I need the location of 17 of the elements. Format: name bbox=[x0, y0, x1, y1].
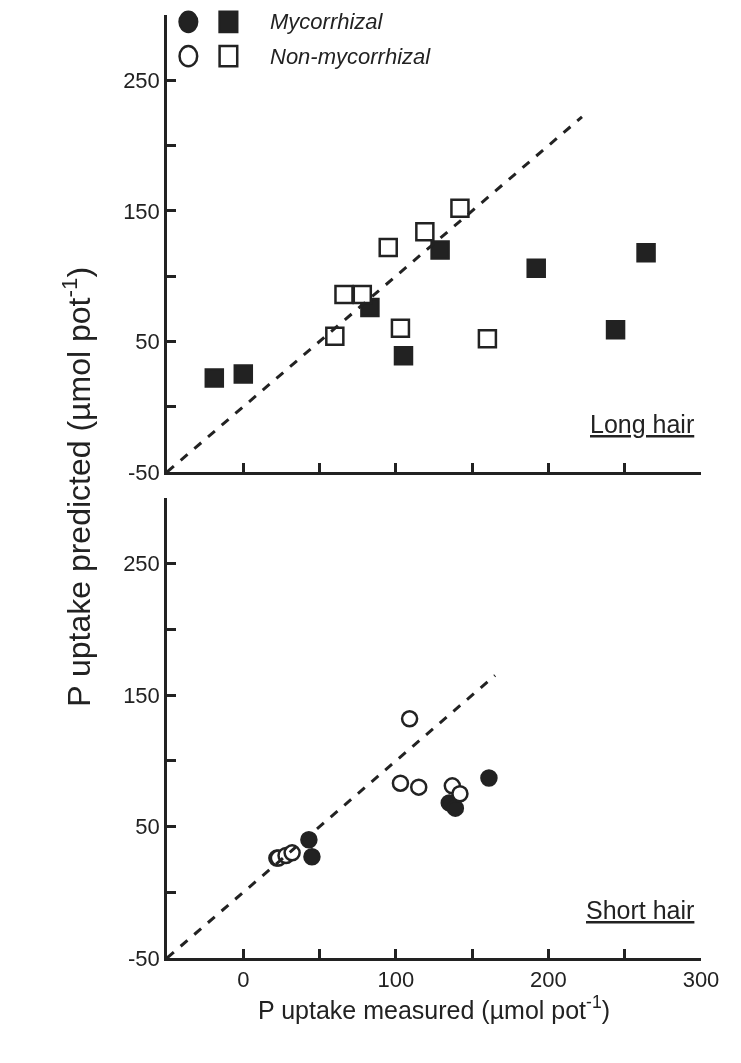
y-tick-label: -50 bbox=[128, 459, 160, 485]
y-tick-label: 50 bbox=[135, 814, 160, 840]
x-tick-label: 300 bbox=[682, 967, 720, 993]
x-tick-label: 200 bbox=[530, 967, 567, 993]
y-tick-label: -50 bbox=[128, 945, 160, 971]
annotation: Long hair bbox=[590, 410, 695, 438]
y-tick-label: 150 bbox=[123, 682, 160, 708]
x-tick-label: 0 bbox=[237, 967, 250, 993]
y-tick-label: 250 bbox=[123, 551, 160, 577]
annotation: Short hair bbox=[586, 896, 695, 924]
y-tick-label: 50 bbox=[135, 329, 160, 355]
legend-label: Mycorrhizal bbox=[270, 9, 384, 34]
y-tick-label: 250 bbox=[123, 67, 160, 93]
y-tick-label: 150 bbox=[123, 198, 160, 224]
x-axis-title: P uptake measured (µmol pot$^{-1}$) bbox=[258, 992, 610, 1024]
x-tick-label: 100 bbox=[377, 967, 415, 993]
legend-label: Non-mycorrhizal bbox=[270, 44, 432, 69]
